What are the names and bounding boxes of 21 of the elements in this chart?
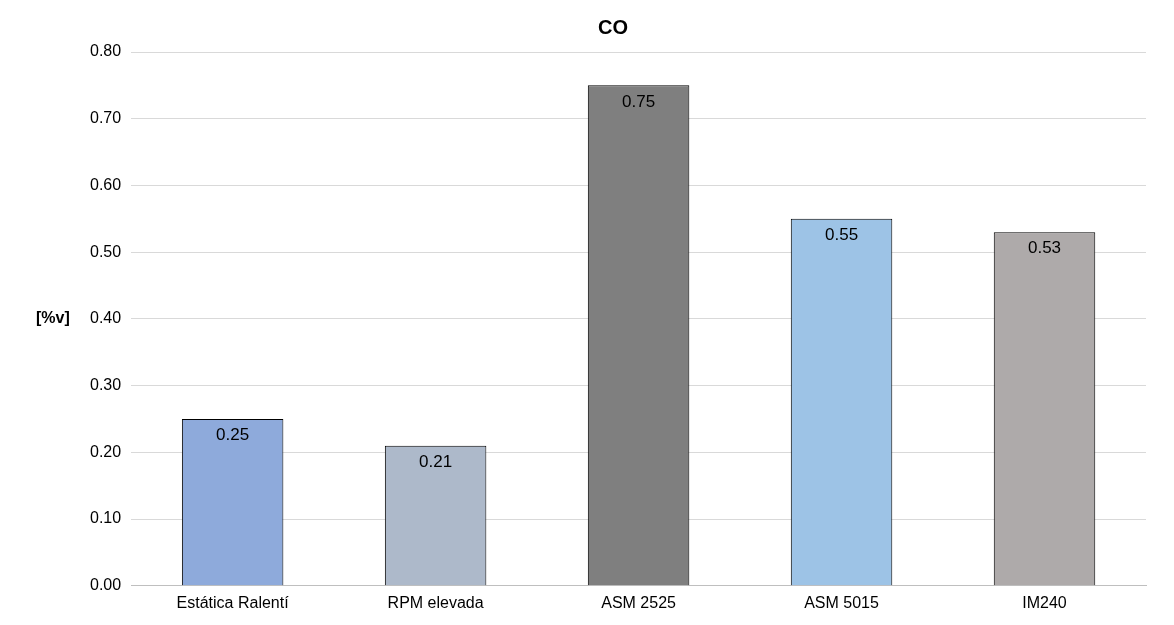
y-tick-label: 0.30 [90,376,122,394]
x-tick-label: RPM elevada [387,593,484,611]
data-label: 0.25 [216,425,250,445]
x-tick-label: Estática Ralentí [176,593,290,611]
x-tick-label: IM240 [1022,593,1067,611]
chart-title: CO [598,15,628,38]
x-tick-label: ASM 5015 [804,593,879,611]
y-tick-label: 0.50 [90,242,122,260]
y-tick-label: 0.20 [90,442,122,460]
data-label: 0.53 [1027,238,1062,258]
y-tick-label: 0.80 [90,42,122,60]
y-tick-label: 0.40 [90,309,122,327]
y-tick-label: 0.00 [90,576,122,594]
data-label: 0.75 [622,91,656,111]
data-label: 0.21 [419,451,453,471]
data-label: 0.55 [825,225,859,244]
y-tick-label: 0.10 [90,509,122,527]
y-axis-title: [%v] [36,309,70,327]
x-tick-label: ASM 2525 [601,593,677,611]
y-tick-label: 0.60 [90,175,122,193]
y-tick-label: 0.70 [90,109,122,127]
